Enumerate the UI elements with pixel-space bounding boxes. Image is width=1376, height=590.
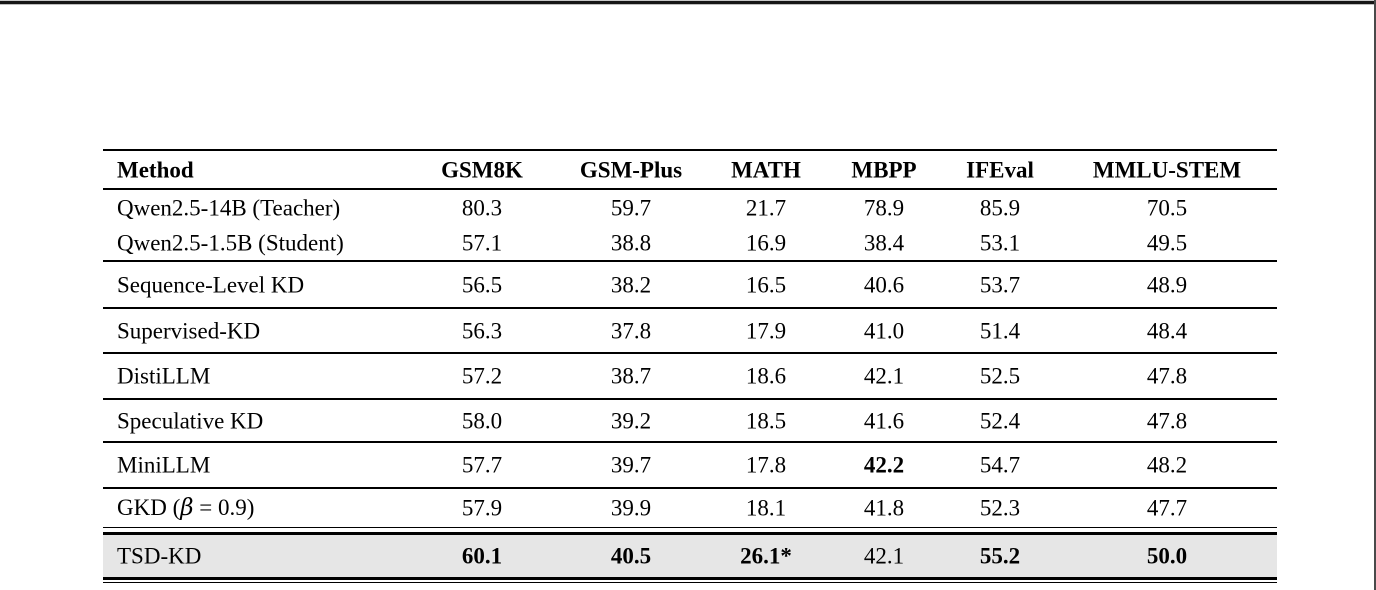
value-cell: 39.2 [610, 408, 652, 433]
value-cell: 38.7 [610, 363, 652, 389]
value-cell: 48.9 [1146, 272, 1188, 297]
value-cell: 42.1 [863, 363, 905, 389]
value-cell: 37.8 [610, 318, 652, 343]
method-text: GKD ( [117, 495, 181, 520]
value-cell: 47.8 [1146, 363, 1188, 389]
value-cell: 52.4 [979, 408, 1021, 433]
pre-highlight-rule-thick [103, 532, 1277, 535]
value-cell-best: 42.2 [863, 452, 905, 478]
value-cell: 47.7 [1146, 495, 1188, 521]
value-cell: 16.5 [745, 272, 787, 297]
section-rule [103, 487, 1277, 489]
table-bottomrule-thick [103, 577, 1277, 580]
value-cell: 80.3 [461, 195, 503, 220]
value-cell: 42.1 [863, 543, 905, 569]
value-cell: 39.7 [610, 452, 652, 478]
pre-highlight-rule-thin [103, 527, 1277, 528]
value-cell: 17.9 [745, 318, 787, 343]
value-cell: 39.9 [610, 495, 652, 521]
table-row-supervised-kd: Supervised-KD 56.3 37.8 17.9 41.0 51.4 4… [103, 309, 1277, 352]
header-rule [103, 188, 1277, 190]
column-header-math: MATH [731, 157, 801, 182]
page-top-border [0, 0, 1376, 5]
column-header-mbpp: MBPP [851, 157, 917, 182]
value-cell: 17.8 [745, 452, 787, 478]
section-rule [103, 307, 1277, 309]
table-header-row: Method GSM8K GSM-Plus MATH MBPP IFEval M… [103, 151, 1277, 188]
value-cell: 41.8 [863, 495, 905, 521]
value-cell: 57.1 [461, 230, 503, 255]
value-cell: 18.1 [745, 495, 787, 521]
value-cell: 53.1 [979, 230, 1021, 255]
table-bottomrule-thin [103, 582, 1277, 583]
value-cell-best: 40.5 [610, 543, 652, 569]
value-cell: 57.7 [461, 452, 503, 478]
table-row-student: Qwen2.5-1.5B (Student) 57.1 38.8 16.9 38… [103, 225, 1277, 260]
value-cell-best: 60.1 [461, 543, 503, 569]
value-cell-best: 50.0 [1146, 543, 1188, 569]
method-cell: GKD (β = 0.9) [117, 496, 254, 520]
method-cell: TSD-KD [117, 543, 202, 569]
table-row-teacher: Qwen2.5-14B (Teacher) 80.3 59.7 21.7 78.… [103, 190, 1277, 225]
value-cell-best: 55.2 [979, 543, 1021, 569]
table-row-gkd: GKD (β = 0.9) 57.9 39.9 18.1 41.8 52.3 4… [103, 489, 1277, 527]
table-row-sequence-level-kd: Sequence-Level KD 56.5 38.2 16.5 40.6 53… [103, 262, 1277, 307]
table-row-distillm: DistiLLM 57.2 38.7 18.6 42.1 52.5 47.8 [103, 354, 1277, 398]
value-cell: 18.6 [745, 363, 787, 389]
column-header-mmlu-stem: MMLU-STEM [1092, 157, 1242, 182]
section-rule [103, 441, 1277, 443]
value-cell: 48.2 [1146, 452, 1188, 478]
value-cell: 21.7 [745, 195, 787, 220]
method-cell: DistiLLM [117, 363, 211, 389]
value-cell: 47.8 [1146, 408, 1188, 433]
method-cell: Speculative KD [117, 408, 264, 433]
value-cell: 52.3 [979, 495, 1021, 521]
method-text: = 0.9) [193, 495, 255, 520]
section-rule [103, 352, 1277, 354]
value-cell: 51.4 [979, 318, 1021, 343]
section-rule [103, 398, 1277, 400]
value-cell: 41.0 [863, 318, 905, 343]
table-toprule [103, 149, 1277, 151]
value-cell: 38.4 [863, 230, 905, 255]
value-cell: 57.2 [461, 363, 503, 389]
method-cell: Sequence-Level KD [117, 272, 305, 297]
value-cell: 53.7 [979, 272, 1021, 297]
beta-symbol: β [180, 495, 194, 521]
value-cell: 70.5 [1146, 195, 1188, 220]
value-cell: 41.6 [863, 408, 905, 433]
column-header-gsm-plus: GSM-Plus [579, 157, 683, 182]
value-cell: 40.6 [863, 272, 905, 297]
column-header-gsm8k: GSM8K [441, 157, 523, 182]
value-cell: 59.7 [610, 195, 652, 220]
value-cell: 58.0 [461, 408, 503, 433]
page-right-border [1374, 0, 1376, 590]
value-cell: 18.5 [745, 408, 787, 433]
value-cell: 57.9 [461, 495, 503, 521]
method-cell: Supervised-KD [117, 318, 261, 343]
table-row-speculative-kd: Speculative KD 58.0 39.2 18.5 41.6 52.4 … [103, 400, 1277, 441]
section-rule [103, 260, 1277, 262]
method-cell: MiniLLM [117, 452, 211, 478]
value-cell-best: 26.1* [740, 543, 792, 569]
value-cell: 85.9 [979, 195, 1021, 220]
value-cell: 56.3 [461, 318, 503, 343]
value-cell: 38.8 [610, 230, 652, 255]
value-cell: 56.5 [461, 272, 503, 297]
value-cell: 38.2 [610, 272, 652, 297]
table-row-tsd-kd-highlighted: TSD-KD 60.1 40.5 26.1* 42.1 55.2 50.0 [103, 535, 1277, 577]
method-cell: Qwen2.5-1.5B (Student) [117, 230, 344, 255]
results-table: Method GSM8K GSM-Plus MATH MBPP IFEval M… [103, 149, 1277, 583]
column-header-method: Method [117, 157, 194, 182]
value-cell: 16.9 [745, 230, 787, 255]
value-cell: 78.9 [863, 195, 905, 220]
method-cell: Qwen2.5-14B (Teacher) [117, 195, 341, 220]
table-row-minillm: MiniLLM 57.7 39.7 17.8 42.2 54.7 48.2 [103, 443, 1277, 487]
value-cell: 54.7 [979, 452, 1021, 478]
value-cell: 48.4 [1146, 318, 1188, 343]
value-cell: 52.5 [979, 363, 1021, 389]
column-header-ifeval: IFEval [966, 157, 1034, 182]
value-cell: 49.5 [1146, 230, 1188, 255]
